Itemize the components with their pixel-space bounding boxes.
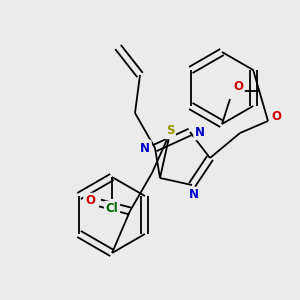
Text: O: O xyxy=(271,110,281,122)
Text: O: O xyxy=(85,194,95,208)
Text: N: N xyxy=(189,188,199,202)
Text: N: N xyxy=(140,142,150,154)
Text: Cl: Cl xyxy=(106,202,118,215)
Text: O: O xyxy=(233,80,243,94)
Text: N: N xyxy=(195,125,205,139)
Text: S: S xyxy=(166,124,174,137)
